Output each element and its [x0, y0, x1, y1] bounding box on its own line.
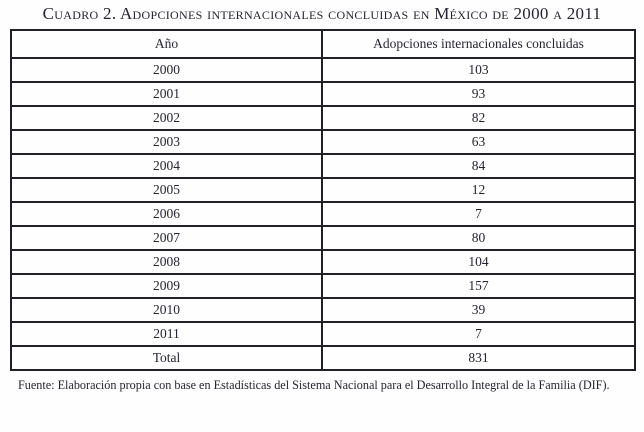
year-cell: 2008 [10, 249, 323, 275]
year-cell: 2001 [10, 81, 323, 107]
value-cell: 104 [321, 249, 636, 275]
year-cell: 2002 [10, 105, 323, 131]
total-value-cell: 831 [321, 345, 636, 371]
year-cell: 2011 [10, 321, 323, 347]
value-cell: 39 [321, 297, 636, 323]
year-cell: 2000 [10, 57, 323, 83]
year-cell: 2006 [10, 201, 323, 227]
value-cell: 80 [321, 225, 636, 251]
table-row: 2010 39 [10, 297, 636, 323]
column-header-year: Año [10, 29, 323, 59]
source-footnote: Fuente: Elaboración propia con base en E… [18, 378, 610, 392]
value-cell: 84 [321, 153, 636, 179]
year-cell: 2009 [10, 273, 323, 299]
header-row: Año Adopciones internacionales concluida… [10, 29, 636, 59]
table-row: 2003 63 [10, 129, 636, 155]
year-cell: 2004 [10, 153, 323, 179]
value-cell: 12 [321, 177, 636, 203]
table-title: Cuadro 2. Adopciones internacionales con… [42, 4, 602, 23]
year-cell: 2005 [10, 177, 323, 203]
table-row: 2006 7 [10, 201, 636, 227]
value-cell: 7 [321, 201, 636, 227]
year-cell: 2007 [10, 225, 323, 251]
value-cell: 103 [321, 57, 636, 83]
table-row: 2008 104 [10, 249, 636, 275]
table-row: 2005 12 [10, 177, 636, 203]
value-cell: 63 [321, 129, 636, 155]
table-row: 2004 84 [10, 153, 636, 179]
total-label-cell: Total [10, 345, 323, 371]
value-cell: 7 [321, 321, 636, 347]
year-cell: 2010 [10, 297, 323, 323]
table-row: 2002 82 [10, 105, 636, 131]
total-row: Total 831 [10, 345, 636, 371]
table-row: 2000 103 [10, 57, 636, 83]
year-cell: 2003 [10, 129, 323, 155]
column-header-adoptions: Adopciones internacionales concluidas [321, 29, 636, 59]
table-row: 2001 93 [10, 81, 636, 107]
value-cell: 93 [321, 81, 636, 107]
table-row: 2007 80 [10, 225, 636, 251]
adoptions-table: Año Adopciones internacionales concluida… [10, 29, 636, 371]
value-cell: 157 [321, 273, 636, 299]
value-cell: 82 [321, 105, 636, 131]
table-row: 2011 7 [10, 321, 636, 347]
table-row: 2009 157 [10, 273, 636, 299]
